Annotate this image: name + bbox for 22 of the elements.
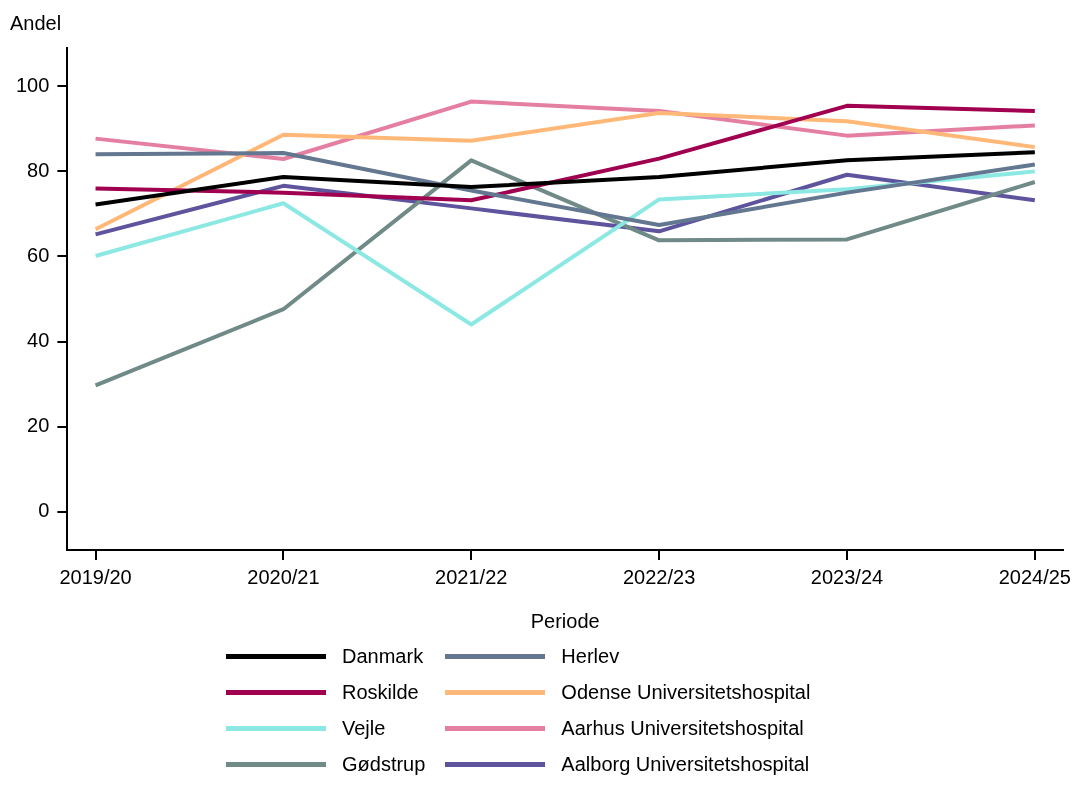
y-tick-label: 100 [15, 73, 50, 96]
x-tick-label: 2019/20 [59, 565, 132, 588]
x-tick-label: 2021/22 [435, 565, 508, 588]
y-tick-label: 40 [27, 329, 50, 352]
y-axis-title: Andel [10, 11, 62, 34]
legend-label: Danmark [342, 644, 424, 668]
x-tick-label: 2022/23 [622, 565, 696, 588]
legend-label: Vejle [342, 716, 386, 740]
y-tick-label: 20 [27, 414, 50, 437]
x-tick-label: 2024/25 [998, 565, 1071, 588]
legend-label: Odense Universitetshospital [561, 680, 811, 704]
y-tick-label: 80 [27, 158, 50, 181]
legend-label: Aalborg Universitetshospital [561, 752, 810, 776]
legend-label: Roskilde [342, 680, 419, 704]
x-tick-label: 2020/21 [247, 565, 320, 588]
y-tick-label: 60 [27, 243, 50, 266]
y-tick-label: 0 [38, 499, 50, 522]
x-axis-title: Periode [530, 609, 600, 632]
x-tick-label: 2023/24 [810, 565, 884, 588]
legend-label: Gødstrup [342, 752, 426, 776]
legend-label: Herlev [561, 644, 620, 668]
legend-label: Aarhus Universitetshospital [561, 716, 804, 740]
